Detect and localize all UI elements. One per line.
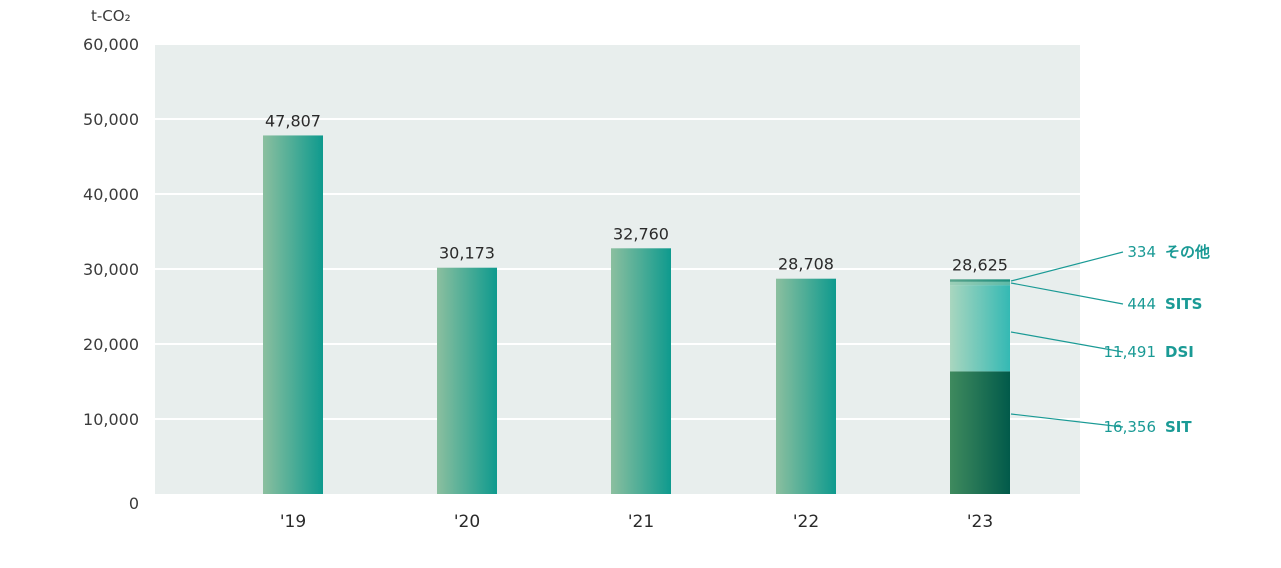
bars: 47,807 30,173 32,760 28,708 28,625 (263, 111, 1010, 494)
bar-segment-SIT (950, 371, 1010, 494)
bar-segment-DSI (950, 285, 1010, 372)
bar-segment-その他 (950, 279, 1010, 282)
x-tick-label: '21 (628, 512, 654, 532)
x-tick-label: '22 (793, 512, 819, 532)
x-tick-label: '20 (454, 512, 480, 532)
y-tick-label: 30,000 (83, 260, 139, 279)
x-tick-label: '23 (967, 512, 993, 532)
callout-value: 11,491 (1104, 343, 1157, 361)
y-tick-label: 50,000 (83, 110, 139, 129)
callout-name: SIT (1165, 418, 1192, 436)
y-tick-label: 0 (129, 494, 139, 513)
callout-value: 16,356 (1104, 418, 1157, 436)
callout-line (1010, 282, 1124, 305)
callout-name: SITS (1165, 295, 1202, 313)
unit-label: t-CO₂ (91, 7, 131, 25)
x-tick-label: '19 (280, 512, 306, 532)
bar (437, 267, 497, 494)
y-tick-label: 60,000 (83, 35, 139, 54)
y-tick-label: 20,000 (83, 335, 139, 354)
y-tick-label: 40,000 (83, 185, 139, 204)
y-axis: 0 10,000 20,000 30,000 40,000 50,000 60,000 (83, 35, 139, 513)
x-axis: '19 '20 '21 '22 '23 (280, 512, 993, 532)
bar (263, 135, 323, 494)
breakdown-callouts: 16,356 SIT 11,491 DSI 444 SITS 334 その他 (1010, 243, 1210, 436)
callout-line (1010, 413, 1124, 428)
bar (776, 278, 836, 494)
bar-value-label: 28,625 (952, 255, 1008, 274)
callout-line (1010, 331, 1124, 353)
callout-value: 444 (1127, 295, 1156, 313)
bar-value-label: 28,708 (778, 255, 834, 274)
callout-value: 334 (1127, 243, 1156, 261)
callout-name: その他 (1165, 243, 1210, 261)
bar (611, 248, 671, 494)
bar-value-label: 30,173 (439, 244, 495, 263)
callout-name: DSI (1165, 343, 1194, 361)
bar-value-label: 47,807 (265, 111, 321, 130)
y-tick-label: 10,000 (83, 410, 139, 429)
bar-segment-SITS (950, 281, 1010, 286)
callout-line (1010, 251, 1124, 282)
bar-value-label: 32,760 (613, 224, 669, 243)
